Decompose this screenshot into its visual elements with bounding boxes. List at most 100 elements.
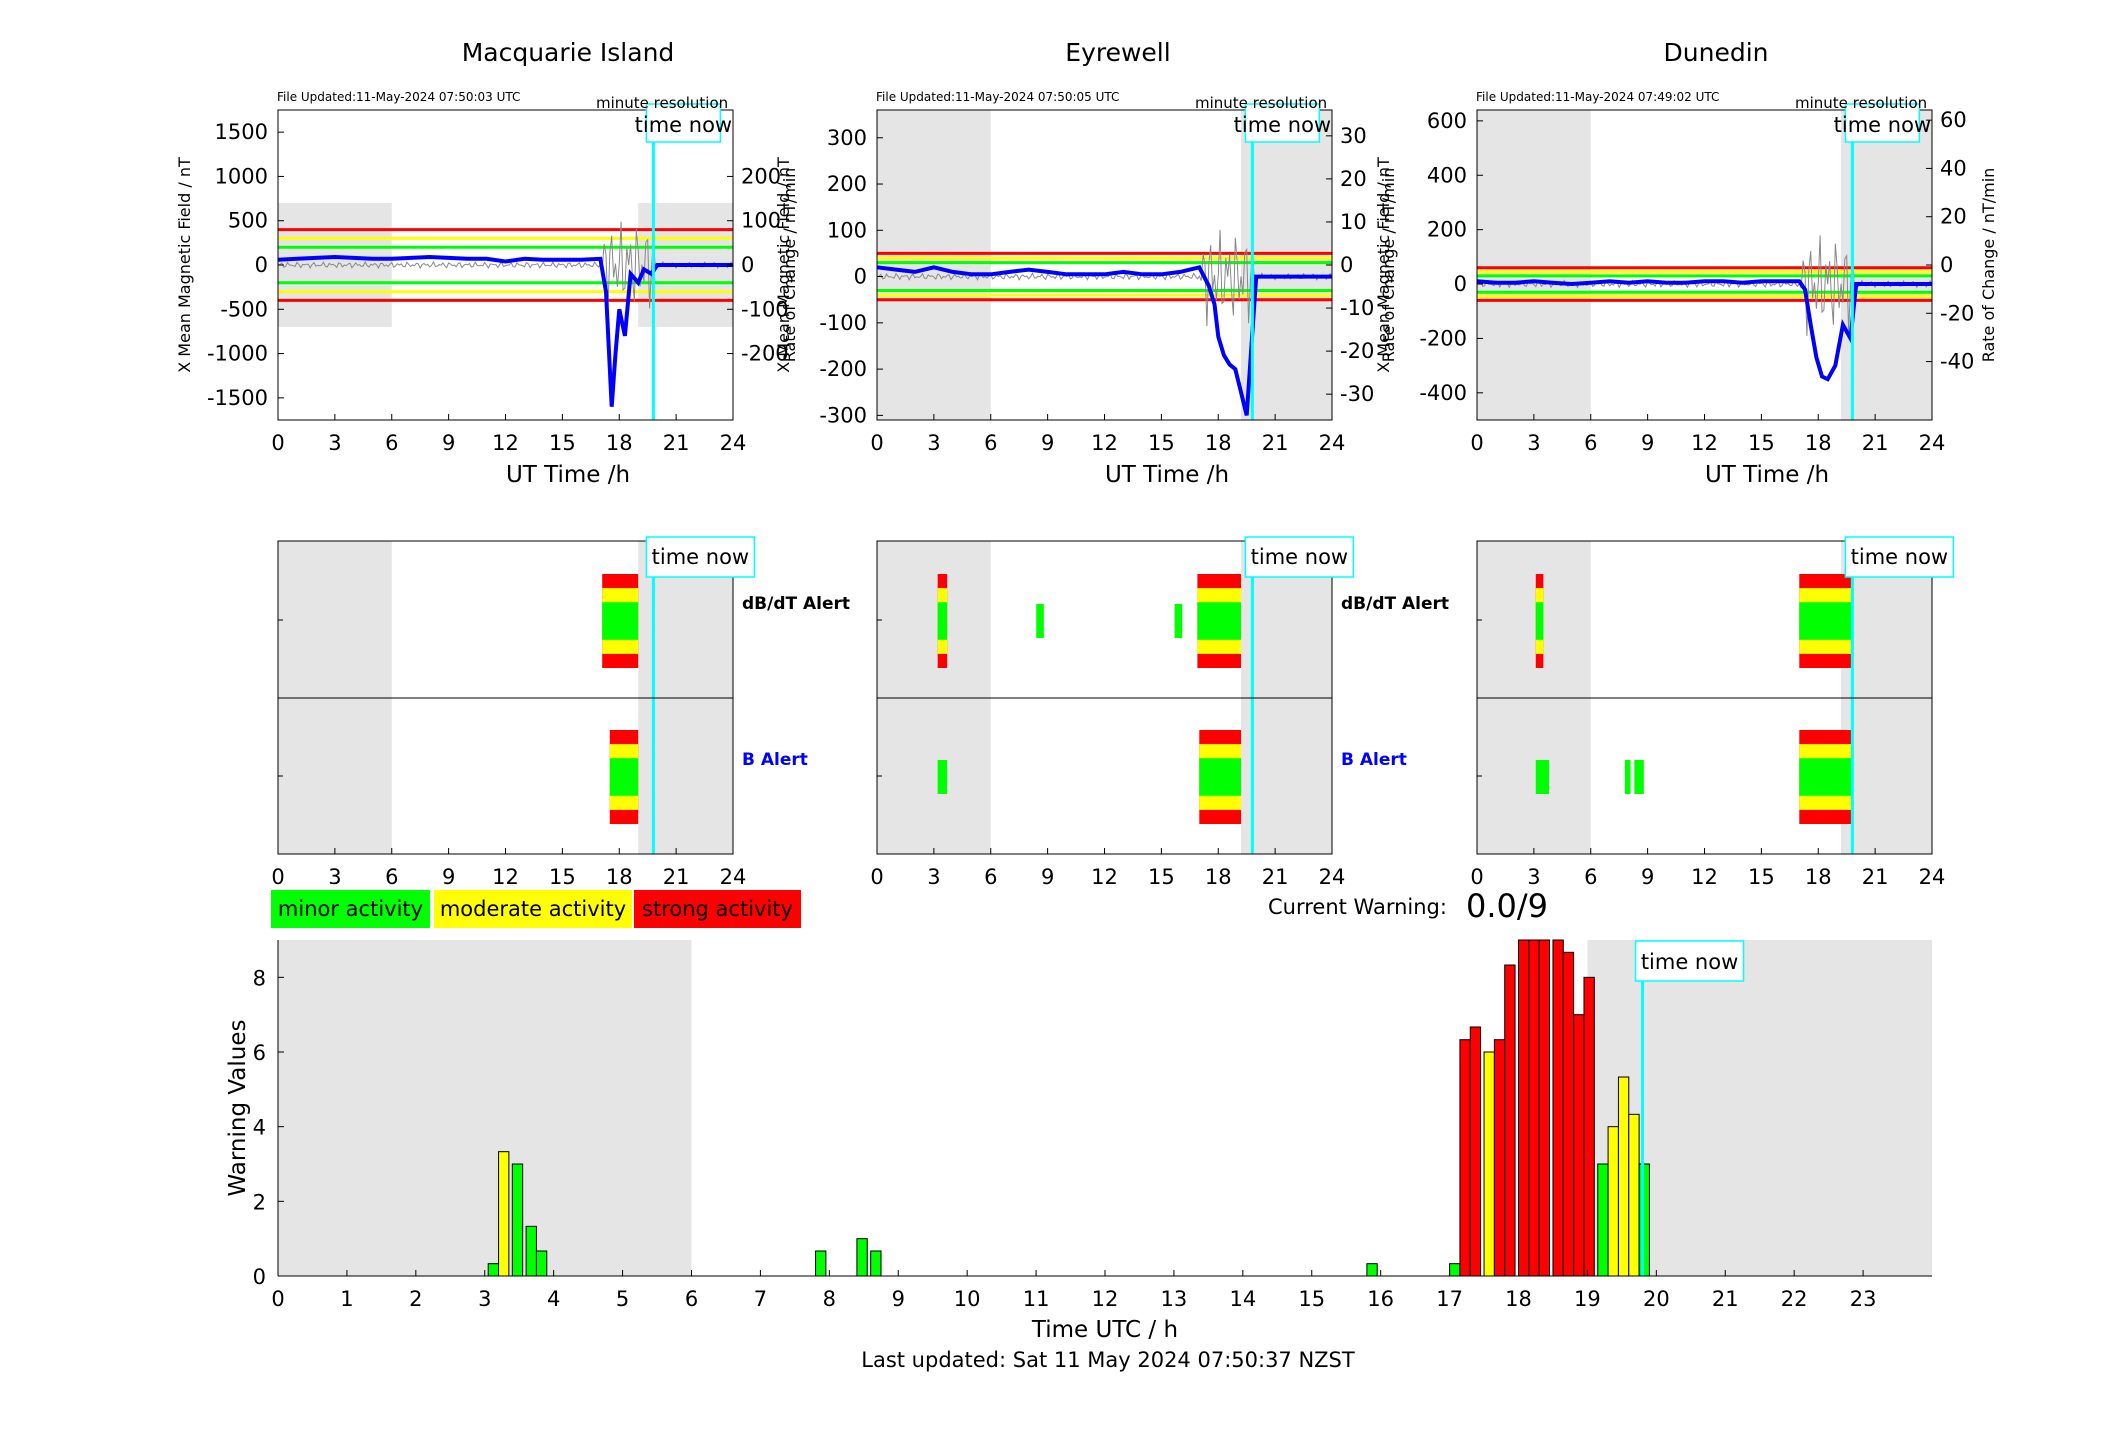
warning-bar bbox=[1469, 1026, 1482, 1277]
x-tick-label: 14 bbox=[1229, 1287, 1256, 1311]
y-axis-label: X Mean Magnetic Field / nT bbox=[175, 157, 194, 373]
x-tick-label: 21 bbox=[1712, 1287, 1739, 1311]
x-tick-label: 12 bbox=[1691, 431, 1718, 455]
warning-bar bbox=[511, 1163, 524, 1277]
y-tick-label: 1500 bbox=[215, 120, 268, 144]
y-axis-label: X Mean Magnetic Field / nT bbox=[774, 157, 793, 373]
warning-bar bbox=[1552, 939, 1564, 1277]
warning-bar bbox=[498, 1151, 510, 1277]
x-tick-label: 0 bbox=[870, 865, 883, 889]
y-tick-label: 600 bbox=[1427, 109, 1467, 133]
warning-bar bbox=[1528, 939, 1540, 1277]
alert-minor-block bbox=[609, 758, 639, 796]
alert-minor-block bbox=[602, 602, 639, 640]
x-tick-label: 8 bbox=[823, 1287, 836, 1311]
shade-night-left bbox=[877, 110, 991, 420]
y2-tick-label: 60 bbox=[1940, 108, 1967, 132]
time-now-label: time now bbox=[1251, 545, 1348, 569]
y2-axis-label: Rate of Change / nT/min bbox=[780, 168, 799, 363]
y-tick-label: 1000 bbox=[215, 164, 268, 188]
y-tick-label: 0 bbox=[1454, 272, 1467, 296]
y2-axis-label: Rate of Change / nT/min bbox=[1379, 168, 1398, 363]
alert-minor-block bbox=[1535, 602, 1544, 640]
y2-tick-label: 30 bbox=[1340, 124, 1367, 148]
x-tick-label: 21 bbox=[663, 431, 690, 455]
x-tick-label: 18 bbox=[1805, 865, 1832, 889]
x-tick-label: 21 bbox=[1862, 431, 1889, 455]
x-tick-label: 9 bbox=[892, 1287, 905, 1311]
y-tick-label: 200 bbox=[1427, 218, 1467, 242]
time-now-box bbox=[1244, 536, 1355, 578]
x-tick-label: 15 bbox=[1148, 865, 1175, 889]
time-now-label: time now bbox=[1234, 113, 1331, 137]
x-tick-label: 19 bbox=[1574, 1287, 1601, 1311]
alert-minor-block bbox=[937, 602, 948, 640]
alert-minor-block bbox=[1634, 760, 1644, 794]
alert-minor-block bbox=[1799, 758, 1853, 796]
x-tick-label: 18 bbox=[1805, 431, 1832, 455]
x-tick-label: 15 bbox=[549, 865, 576, 889]
y-axis-label: Warning Values bbox=[225, 1019, 251, 1196]
x-tick-label: 18 bbox=[1205, 865, 1232, 889]
warning-bar bbox=[525, 1225, 537, 1277]
warning-bar bbox=[856, 1238, 868, 1277]
y2-tick-label: 200 bbox=[741, 164, 781, 188]
alert-minor-block bbox=[937, 760, 948, 794]
warning-bar bbox=[1617, 1076, 1630, 1277]
warning-bar bbox=[1449, 1263, 1461, 1277]
y2-tick-label: -10 bbox=[1340, 296, 1374, 320]
warning-bar bbox=[1504, 964, 1516, 1277]
x-tick-label: 15 bbox=[1148, 431, 1175, 455]
shade-night-left bbox=[1477, 110, 1591, 420]
x-tick-label: 4 bbox=[547, 1287, 560, 1311]
time-now-label: time now bbox=[635, 113, 732, 137]
x-tick-label: 3 bbox=[927, 431, 940, 455]
x-tick-label: 0 bbox=[271, 1287, 284, 1311]
x-tick-label: 0 bbox=[870, 431, 883, 455]
x-tick-label: 18 bbox=[1205, 431, 1232, 455]
x-tick-label: 6 bbox=[385, 431, 398, 455]
y2-tick-label: 10 bbox=[1340, 210, 1367, 234]
y2-tick-label: -20 bbox=[1340, 339, 1374, 363]
y-tick-label: -400 bbox=[1419, 381, 1467, 405]
x-tick-label: 13 bbox=[1161, 1287, 1188, 1311]
time-now-label: time now bbox=[652, 545, 749, 569]
x-tick-label: 3 bbox=[478, 1287, 491, 1311]
x-tick-label: 12 bbox=[1091, 431, 1118, 455]
field-line bbox=[277, 254, 733, 407]
y-tick-label: -500 bbox=[220, 297, 268, 321]
warning-bar bbox=[870, 1250, 882, 1277]
x-tick-label: 6 bbox=[1584, 865, 1597, 889]
x-tick-label: 0 bbox=[1470, 431, 1483, 455]
y-tick-label: -100 bbox=[819, 311, 867, 335]
time-now-label: time now bbox=[1851, 545, 1948, 569]
x-tick-label: 12 bbox=[492, 865, 519, 889]
x-tick-label: 11 bbox=[1023, 1287, 1050, 1311]
y-tick-label: 8 bbox=[253, 966, 266, 990]
x-tick-label: 6 bbox=[984, 431, 997, 455]
alert-minor-block bbox=[1036, 604, 1044, 638]
shade-night-right bbox=[1241, 110, 1332, 420]
alert-minor-block bbox=[1199, 758, 1241, 796]
y-tick-label: 400 bbox=[1427, 163, 1467, 187]
y-tick-label: 2 bbox=[253, 1190, 266, 1214]
y-tick-label: -1500 bbox=[207, 386, 268, 410]
x-tick-label: 9 bbox=[442, 431, 455, 455]
x-tick-label: 3 bbox=[328, 865, 341, 889]
x-tick-label: 20 bbox=[1643, 1287, 1670, 1311]
x-tick-label: 0 bbox=[271, 865, 284, 889]
x-tick-label: 3 bbox=[927, 865, 940, 889]
x-tick-label: 6 bbox=[685, 1287, 698, 1311]
x-axis-label: Time UTC / h bbox=[1031, 1317, 1178, 1343]
x-tick-label: 21 bbox=[663, 865, 690, 889]
y2-tick-label: 40 bbox=[1940, 156, 1967, 180]
x-tick-label: 3 bbox=[328, 431, 341, 455]
field-line bbox=[876, 264, 1332, 416]
x-tick-label: 23 bbox=[1850, 1287, 1877, 1311]
x-tick-label: 15 bbox=[1748, 431, 1775, 455]
time-now-label: time now bbox=[1834, 113, 1931, 137]
y-tick-label: -1000 bbox=[207, 342, 268, 366]
x-tick-label: 21 bbox=[1262, 865, 1289, 889]
x-tick-label: 3 bbox=[1527, 431, 1540, 455]
x-tick-label: 12 bbox=[1092, 1287, 1119, 1311]
